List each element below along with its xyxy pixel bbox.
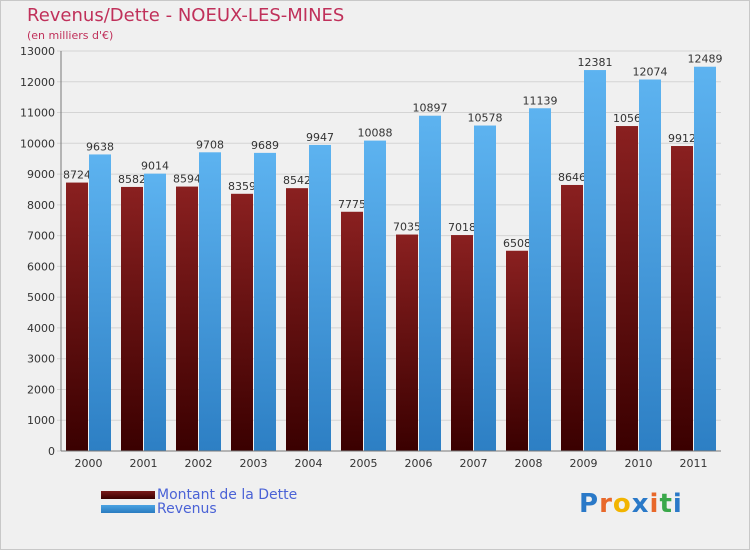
- bar-debt: [396, 234, 418, 451]
- x-tick-label: 2004: [295, 457, 323, 470]
- data-label-revenue: 12381: [578, 56, 613, 69]
- bar-debt: [176, 186, 198, 452]
- bar-debt: [66, 182, 88, 452]
- brand-letter: t: [659, 489, 673, 519]
- bar-revenue: [694, 66, 716, 451]
- data-label-debt: 8542: [283, 174, 311, 187]
- data-label-revenue: 10088: [358, 127, 393, 140]
- bar-debt: [286, 188, 308, 451]
- data-label-debt: 8594: [173, 173, 201, 186]
- bar-debt: [671, 146, 693, 451]
- data-label-revenue: 9014: [141, 160, 169, 173]
- data-label-debt: 7775: [338, 198, 366, 211]
- data-label-revenue: 9947: [306, 131, 334, 144]
- x-tick-label: 2010: [625, 457, 653, 470]
- brand-logo: Proxiti: [579, 489, 683, 519]
- brand-letter: x: [631, 489, 650, 519]
- y-tick-label: 8000: [27, 199, 55, 212]
- x-tick-label: 2005: [350, 457, 378, 470]
- bar-revenue: [529, 108, 551, 451]
- data-label-revenue: 9708: [196, 138, 224, 151]
- y-tick-label: 13000: [20, 45, 55, 58]
- bar-debt: [561, 184, 583, 451]
- data-label-revenue: 10578: [468, 112, 503, 125]
- chart-title: Revenus/Dette - NOEUX-LES-MINES: [27, 5, 345, 26]
- bar-revenue: [309, 144, 331, 451]
- brand-letter: i: [672, 489, 683, 519]
- legend-item-debt: Montant de la Dette: [101, 487, 297, 503]
- y-tick-label: 7000: [27, 230, 55, 243]
- data-label-revenue: 9689: [251, 139, 279, 152]
- data-label-debt: 8646: [558, 171, 586, 184]
- y-tick-label: 12000: [20, 76, 55, 89]
- bar-revenue: [474, 125, 496, 452]
- bar-debt: [231, 193, 253, 452]
- x-tick-label: 2002: [185, 457, 213, 470]
- x-tick-label: 2000: [75, 457, 103, 470]
- x-tick-label: 2009: [570, 457, 598, 470]
- data-label-debt: 1056: [613, 112, 641, 125]
- x-tick-label: 2008: [515, 457, 543, 470]
- legend-swatch-revenue: [101, 505, 155, 513]
- data-label-debt: 6508: [503, 237, 531, 250]
- x-tick-label: 2006: [405, 457, 433, 470]
- y-tick-label: 11000: [20, 107, 55, 120]
- legend-swatch-debt: [101, 491, 155, 499]
- x-tick-label: 2003: [240, 457, 268, 470]
- bar-debt: [341, 211, 363, 451]
- data-label-revenue: 12074: [633, 65, 668, 78]
- bar-debt: [506, 250, 528, 451]
- data-label-debt: 9912: [668, 132, 696, 145]
- data-label-debt: 7035: [393, 221, 421, 234]
- bar-revenue: [254, 152, 276, 451]
- y-tick-label: 3000: [27, 353, 55, 366]
- brand-letter: P: [579, 489, 600, 519]
- bar-revenue: [419, 115, 441, 451]
- bar-revenue: [89, 154, 111, 451]
- y-tick-label: 0: [48, 445, 55, 458]
- x-tick-label: 2001: [130, 457, 158, 470]
- data-label-debt: 8582: [118, 173, 146, 186]
- data-label-revenue: 11139: [523, 94, 558, 107]
- data-label-revenue: 10897: [413, 102, 448, 115]
- data-label-revenue: 9638: [86, 140, 114, 153]
- bar-revenue: [199, 152, 221, 452]
- bar-revenue: [584, 70, 606, 452]
- legend-item-revenue: Revenus: [101, 501, 217, 517]
- y-tick-label: 9000: [27, 168, 55, 181]
- bar-revenue: [639, 79, 661, 451]
- y-tick-label: 6000: [27, 260, 55, 273]
- x-tick-label: 2007: [460, 457, 488, 470]
- x-tick-label: 2011: [680, 457, 708, 470]
- brand-letter: i: [649, 489, 660, 519]
- bar-debt: [451, 235, 473, 451]
- legend-label-revenue: Revenus: [157, 501, 217, 517]
- data-label-revenue: 12489: [688, 53, 723, 66]
- plot-area: [61, 51, 721, 451]
- data-label-debt: 7018: [448, 221, 476, 234]
- y-tick-label: 4000: [27, 322, 55, 335]
- y-tick-label: 5000: [27, 291, 55, 304]
- chart-subtitle: (en milliers d'€): [27, 29, 114, 42]
- legend-label-debt: Montant de la Dette: [157, 487, 298, 503]
- y-tick-label: 1000: [27, 414, 55, 427]
- data-label-debt: 8359: [228, 180, 256, 193]
- brand-letter: o: [612, 489, 632, 519]
- data-label-debt: 8724: [63, 169, 91, 182]
- bar-debt: [121, 186, 143, 451]
- y-tick-label: 10000: [20, 137, 55, 150]
- y-tick-label: 2000: [27, 383, 55, 396]
- bar-revenue: [144, 173, 166, 451]
- brand-letter: r: [599, 489, 613, 519]
- bar-revenue: [364, 140, 386, 451]
- bar-debt: [616, 126, 638, 452]
